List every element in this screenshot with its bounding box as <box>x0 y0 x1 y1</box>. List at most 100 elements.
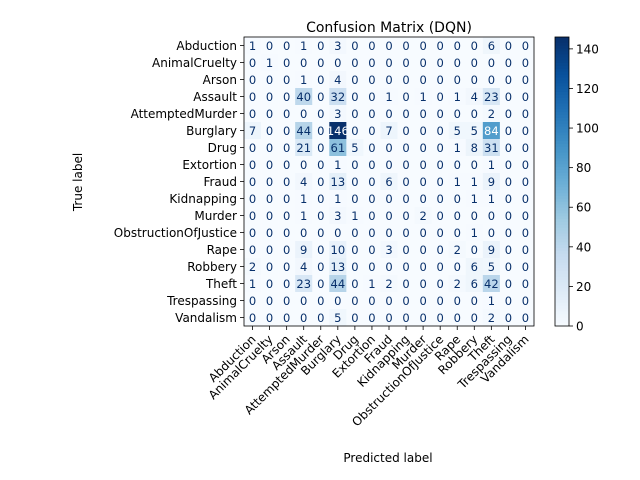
cell-value: 0 <box>351 90 358 104</box>
heatmap-cell <box>329 88 347 106</box>
cell-value: 0 <box>351 175 358 189</box>
cell-value: 0 <box>249 209 256 223</box>
cell-value: 0 <box>317 192 324 206</box>
cell-value: 0 <box>419 243 426 257</box>
heatmap-cell <box>380 71 398 89</box>
colorbar-segment <box>555 288 569 292</box>
heatmap-cell <box>414 37 432 55</box>
heatmap-cell <box>363 139 381 157</box>
heatmap-cell <box>499 71 518 89</box>
cell-value: 23 <box>484 90 499 104</box>
heatmap-cell <box>465 54 484 72</box>
cell-value: 0 <box>454 73 461 87</box>
heatmap-cell <box>363 190 381 208</box>
heatmap-cell <box>346 54 364 72</box>
colorbar-segment <box>555 282 569 287</box>
heatmap-cell <box>380 37 398 55</box>
cell-value: 0 <box>402 175 409 189</box>
colorbar-segment <box>555 117 569 122</box>
heatmap-cell <box>312 54 330 72</box>
heatmap-cell <box>448 54 467 72</box>
heatmap-cell <box>482 173 501 191</box>
heatmap-cell <box>397 122 415 140</box>
cell-value: 0 <box>300 56 307 70</box>
heatmap-cell <box>448 105 467 123</box>
heatmap-cell <box>516 241 535 259</box>
cell-value: 0 <box>283 141 290 155</box>
heatmap-cell <box>380 190 398 208</box>
heatmap-cell <box>363 88 381 106</box>
cell-value: 0 <box>351 260 358 274</box>
heatmap-frame <box>243 36 535 327</box>
cell-value: 0 <box>249 90 256 104</box>
cell-value: 0 <box>368 158 375 172</box>
cell-value: 13 <box>331 175 346 189</box>
cell-value: 0 <box>317 56 324 70</box>
heatmap-cell <box>363 122 381 140</box>
heatmap-cell <box>380 258 398 276</box>
cell-value: 2 <box>454 243 461 257</box>
cell-value: 0 <box>437 260 444 274</box>
heatmap-cell <box>516 224 535 242</box>
colorbar-segment <box>555 239 569 243</box>
cell-value: 0 <box>266 141 273 155</box>
cell-value: 0 <box>419 277 426 291</box>
cell-value: 0 <box>317 260 324 274</box>
heatmap-cell <box>448 173 467 191</box>
colorbar-segment <box>555 143 569 148</box>
heatmap-cell <box>465 190 484 208</box>
cell-value: 0 <box>419 226 426 240</box>
heatmap-cell <box>516 71 535 89</box>
cell-value: 0 <box>437 192 444 206</box>
cell-value: 0 <box>385 294 392 308</box>
cell-value: 0 <box>437 158 444 172</box>
heatmap-cell <box>516 105 535 123</box>
cell-value: 0 <box>266 158 273 172</box>
cell-value: 0 <box>402 141 409 155</box>
cell-value: 1 <box>454 175 461 189</box>
cell-value: 0 <box>402 56 409 70</box>
heatmap-cell <box>312 224 330 242</box>
heatmap-cell <box>499 173 518 191</box>
cell-value: 0 <box>266 243 273 257</box>
heatmap-cell <box>380 105 398 123</box>
heatmap-cell <box>448 190 467 208</box>
colorbar-segment <box>555 184 569 188</box>
heatmap-cell <box>346 275 364 293</box>
heatmap-cell <box>329 122 347 140</box>
y-tick-label: ObstructionOfJustice <box>114 226 237 240</box>
heatmap-cell <box>312 190 330 208</box>
cell-value: 0 <box>402 277 409 291</box>
heatmap-cell <box>397 275 415 293</box>
colorbar-segment <box>555 138 569 142</box>
heatmap-cell <box>482 71 501 89</box>
cell-value: 0 <box>266 311 273 325</box>
cell-value: 0 <box>283 90 290 104</box>
heatmap-cell <box>312 71 330 89</box>
cell-value: 0 <box>522 39 529 53</box>
cell-value: 0 <box>266 175 273 189</box>
heatmap-cell <box>448 275 467 293</box>
cell-value: 0 <box>351 277 358 291</box>
cell-value: 0 <box>317 209 324 223</box>
cell-value: 0 <box>283 73 290 87</box>
heatmap-cell <box>329 275 347 293</box>
heatmap-cell <box>295 292 313 310</box>
cell-value: 0 <box>419 107 426 121</box>
cell-value: 0 <box>505 107 512 121</box>
colorbar-segment <box>555 123 569 128</box>
y-tick-label: AnimalCruelty <box>152 56 237 70</box>
colorbar-segment <box>555 141 569 145</box>
heatmap-cell <box>397 241 415 259</box>
cell-value: 0 <box>402 260 409 274</box>
cell-value: 1 <box>351 209 358 223</box>
y-tick-label: Burglary <box>186 124 237 138</box>
y-tick-label: Extortion <box>182 158 237 172</box>
cell-value: 0 <box>368 39 375 53</box>
heatmap-cell <box>431 173 450 191</box>
heatmap-cell <box>278 258 296 276</box>
cell-value: 4 <box>334 73 341 87</box>
heatmap-cell <box>397 224 415 242</box>
cell-value: 1 <box>488 192 495 206</box>
heatmap-cell <box>295 54 313 72</box>
